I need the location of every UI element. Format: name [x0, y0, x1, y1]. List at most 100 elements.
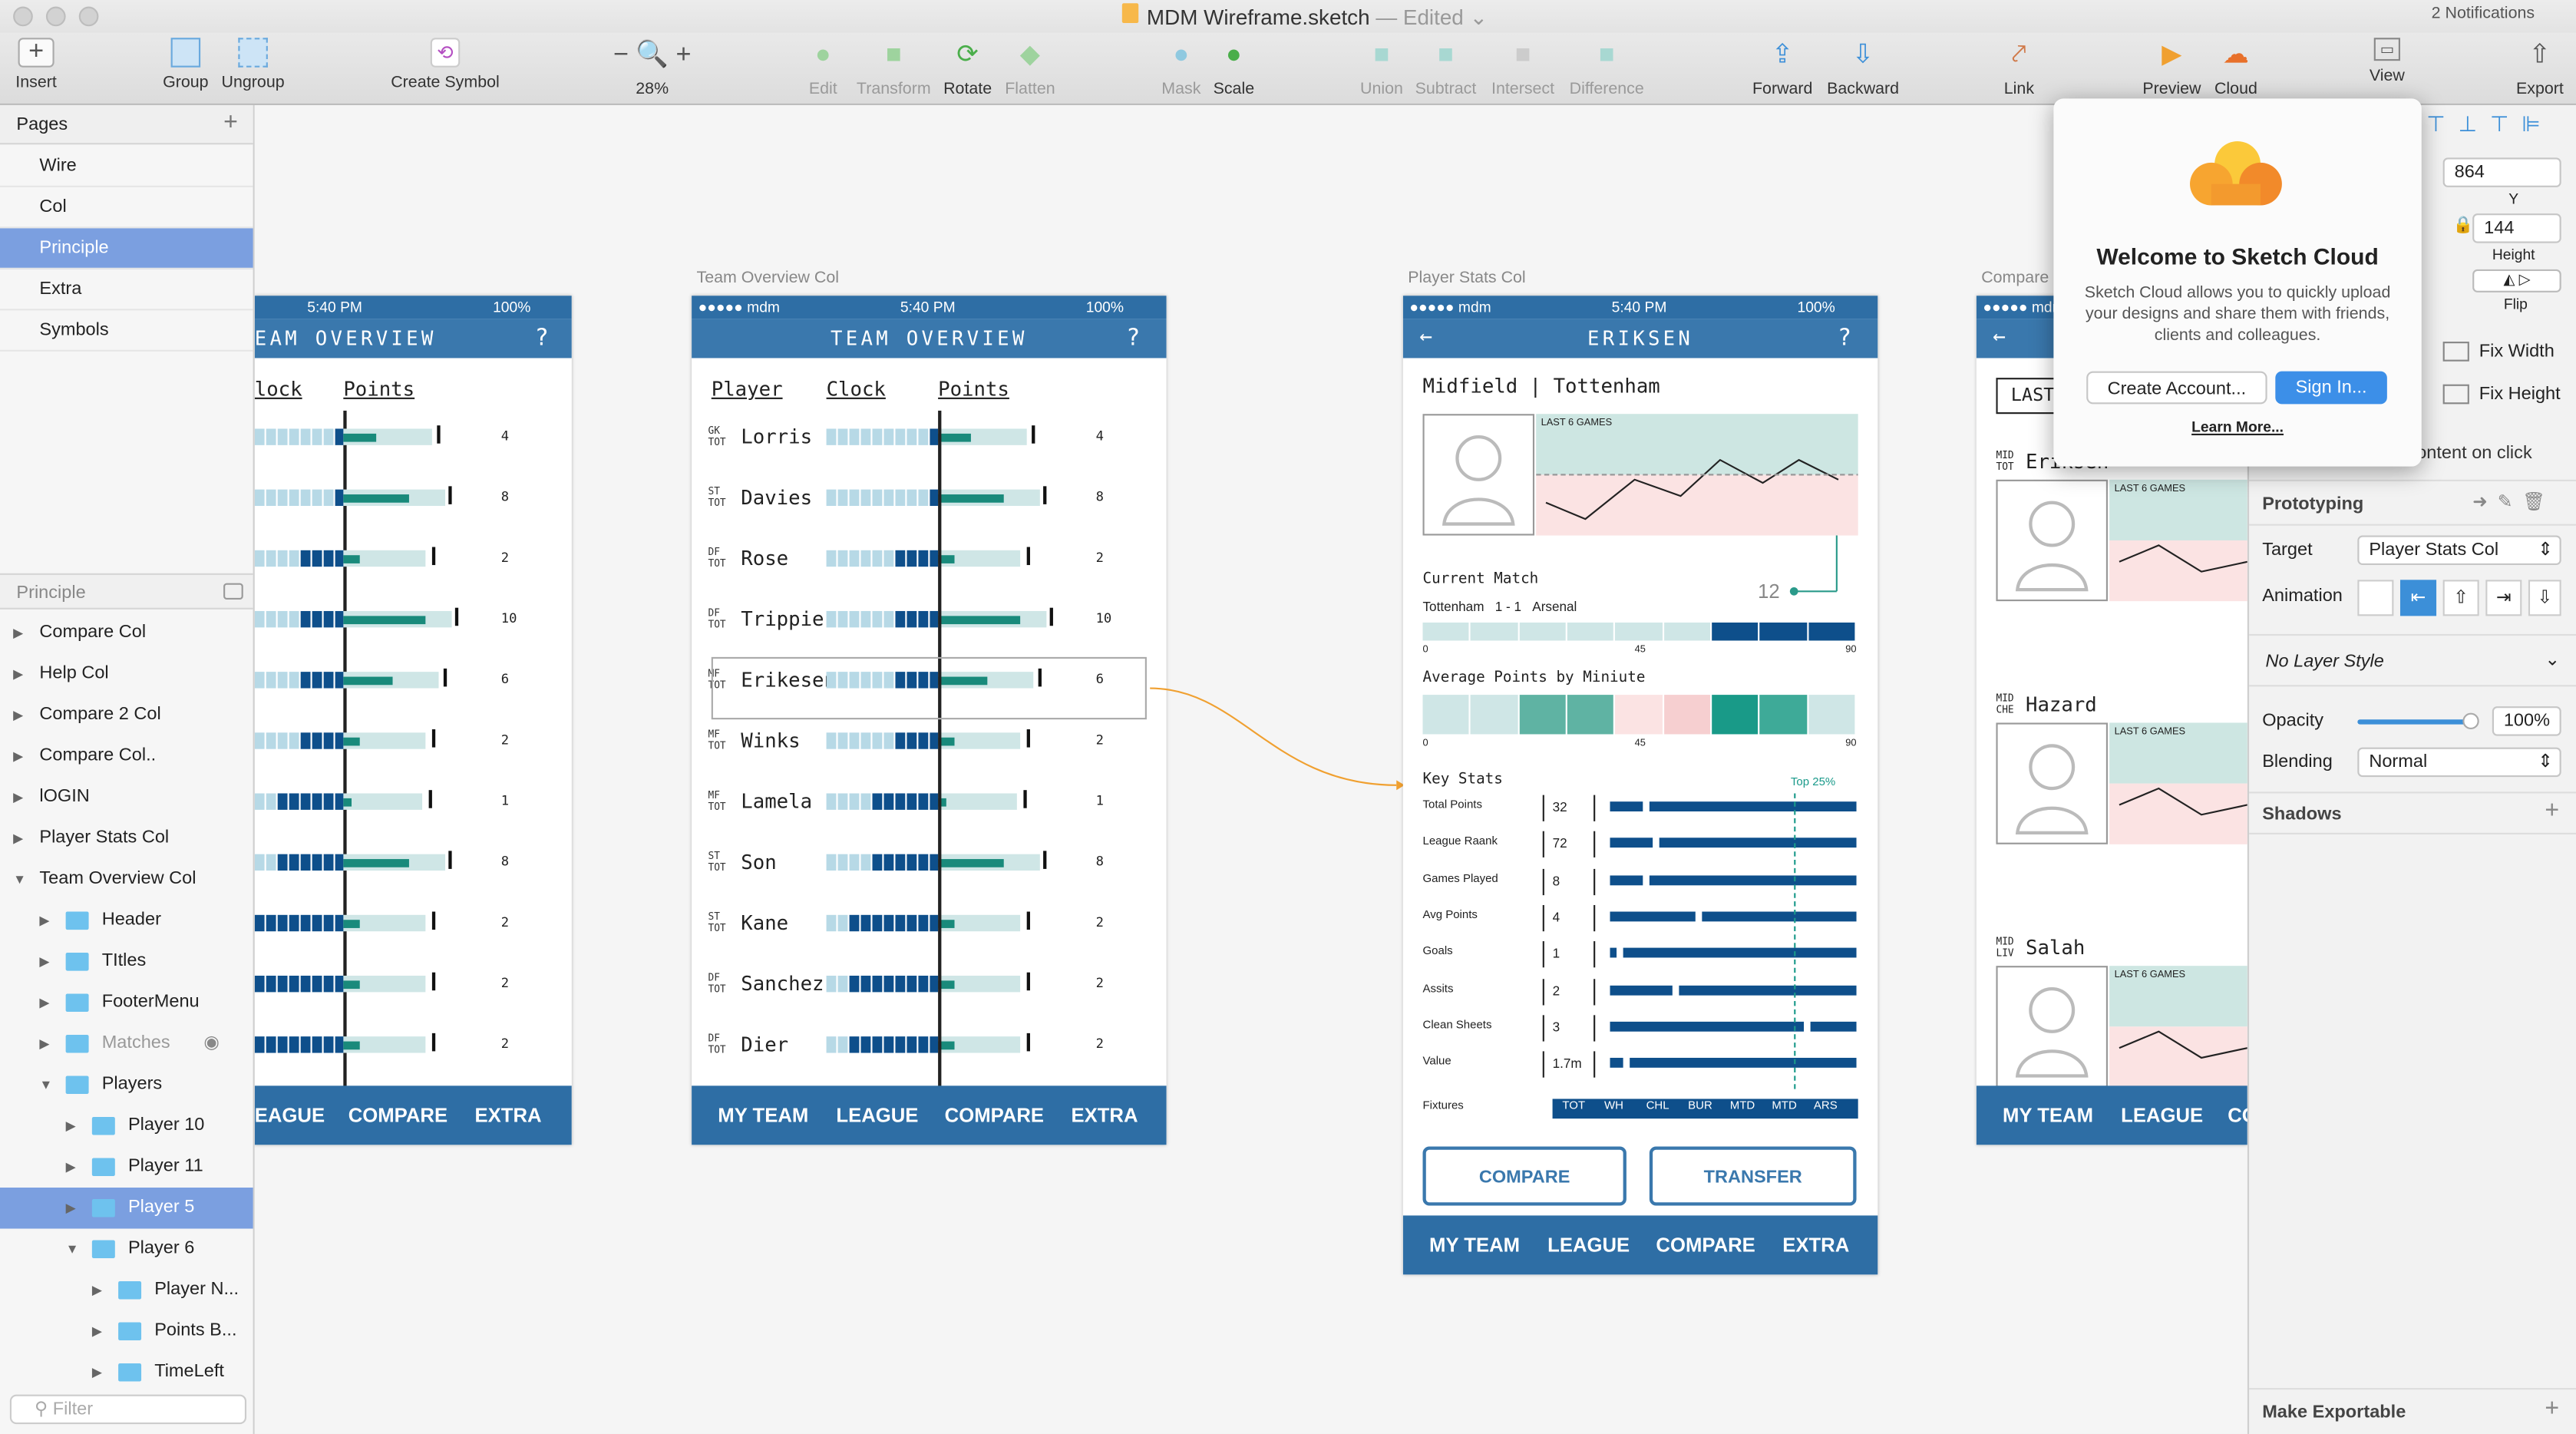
disclosure-triangle-icon[interactable]: ▶ [91, 1365, 103, 1380]
back-arrow-icon[interactable]: ← [1993, 325, 2010, 350]
table-row[interactable]: DF TOT Rose 2 [692, 536, 1167, 596]
add-shadow-icon[interactable]: + [2545, 796, 2560, 825]
align-icons[interactable]: ⊤⊥⊤⊫ [2426, 111, 2554, 137]
footer-league[interactable]: LEAGUE [836, 1103, 919, 1127]
canvas[interactable]: 5:40 PM 100% EAM OVERVIEW? lock Points 4 8… [254, 104, 2247, 1434]
layer-item[interactable]: ▶ Compare 2 Col [0, 695, 253, 735]
disclosure-triangle-icon[interactable]: ▶ [91, 1323, 103, 1339]
layer-item[interactable]: ▶ Help Col [0, 654, 253, 695]
edit-button[interactable]: ● Edit [798, 33, 847, 105]
link-button[interactable]: ⤤ Link [1998, 33, 2041, 105]
layer-item[interactable]: ▶ Compare Col.. [0, 736, 253, 777]
scale-button[interactable]: ● Scale [1209, 33, 1258, 105]
footer-extra[interactable]: EXTRA [1071, 1103, 1138, 1127]
table-row[interactable]: GK TOT Lorris 4 [692, 414, 1167, 474]
footer-extra[interactable]: EXTRA [474, 1103, 542, 1127]
disclosure-triangle-icon[interactable]: ▶ [65, 1159, 76, 1175]
footer-compare[interactable]: COMPARE [348, 1103, 448, 1127]
minimize-window-button[interactable] [45, 6, 66, 27]
view-button[interactable]: ▭ View [2363, 33, 2412, 105]
eye-icon[interactable]: ◉ [203, 1033, 220, 1053]
fix-width-option[interactable]: Fix Width [2442, 342, 2555, 362]
sign-in-button[interactable]: Sign In... [2275, 371, 2387, 405]
artboard-label-team-overview[interactable]: Team Overview Col [696, 269, 840, 288]
transfer-button[interactable]: TRANSFER [1649, 1146, 1857, 1206]
table-row[interactable]: 1 [254, 778, 572, 839]
table-row[interactable]: 4 [254, 414, 572, 474]
layer-item[interactable]: ▶ Player Stats Col [0, 818, 253, 859]
table-row[interactable]: 2 [254, 1022, 572, 1082]
filter-input[interactable]: ⚲ Filter [9, 1394, 247, 1425]
zoom-window-button[interactable] [78, 6, 99, 27]
group-button[interactable]: Group [157, 33, 213, 105]
layer-item[interactable]: ▶ Player 5 [0, 1188, 253, 1229]
list-item[interactable]: MID LIV Salah LAST 6 GAMES [1977, 930, 2247, 1145]
export-button[interactable]: ⇧ Export [2510, 33, 2569, 105]
animation-none-icon[interactable] [2357, 580, 2394, 616]
subtract-button[interactable]: ■ Subtract [1413, 33, 1479, 105]
footer-compare[interactable]: COMPARE [1656, 1233, 1755, 1257]
artboard-label-player-stats[interactable]: Player Stats Col [1408, 269, 1526, 288]
collapse-icon[interactable] [223, 583, 243, 600]
table-row[interactable]: ST TOT Kane 2 [692, 900, 1167, 961]
table-row[interactable]: 8 [254, 839, 572, 900]
layer-item[interactable]: ▶ Player 10 [0, 1105, 253, 1146]
disclosure-triangle-icon[interactable]: ▶ [13, 831, 24, 846]
disclosure-triangle-icon[interactable]: ▶ [65, 1118, 76, 1134]
artboard-team-overview[interactable]: ●●●●● mdm 5:40 PM 100% TEAM OVERVIEW? Play… [692, 296, 1167, 1145]
table-row[interactable]: ST TOT Son 8 [692, 839, 1167, 900]
table-row[interactable]: 6 [254, 657, 572, 718]
opacity-slider[interactable] [2357, 712, 2479, 730]
table-row[interactable]: 2 [254, 900, 572, 961]
disclosure-triangle-icon[interactable]: ▶ [13, 790, 24, 805]
help-button[interactable]: ? [1838, 325, 1855, 352]
prototype-action-icons[interactable]: ➜✎🗑 [2472, 492, 2556, 513]
preview-button[interactable]: ▶ Preview [2139, 33, 2205, 105]
layer-item[interactable]: ▶ Header [0, 900, 253, 941]
flatten-button[interactable]: ◆ Flatten [1000, 33, 1059, 105]
compare-button[interactable]: COMPARE [1422, 1146, 1627, 1206]
disclosure-triangle-icon[interactable]: ▶ [65, 1201, 76, 1216]
help-button[interactable]: ? [1126, 325, 1144, 352]
table-row[interactable]: 2 [254, 536, 572, 596]
footer-league[interactable]: LEAGUE [1547, 1233, 1630, 1257]
transform-button[interactable]: ■ Transform [854, 33, 933, 105]
table-row[interactable]: 10 [254, 596, 572, 657]
height-field[interactable]: 144 [2472, 213, 2561, 243]
footer-league[interactable]: EAGUE [254, 1103, 325, 1127]
column-header-points[interactable]: Points [938, 378, 1009, 401]
disclosure-triangle-icon[interactable]: ▶ [91, 1283, 103, 1298]
disclosure-triangle-icon[interactable]: ▶ [13, 666, 24, 682]
add-page-icon[interactable]: + [223, 108, 238, 137]
table-row[interactable]: MF TOT Lamela 1 [692, 778, 1167, 839]
forward-button[interactable]: ⇪ Forward [1748, 33, 1817, 105]
table-row[interactable]: 2 [254, 718, 572, 778]
flip-toggle[interactable]: ◭ ▷ [2472, 269, 2561, 292]
animation-from-top-icon[interactable]: ⇩ [2528, 580, 2561, 616]
union-button[interactable]: ■ Union [1356, 33, 1408, 105]
table-row[interactable]: MF TOT Winks 2 [692, 718, 1167, 778]
lock-icon[interactable]: 🔒 [2452, 216, 2474, 235]
table-row[interactable]: 8 [254, 474, 572, 535]
page-item[interactable]: Extra [0, 269, 253, 311]
column-header-clock[interactable]: Clock [826, 378, 886, 401]
disclosure-triangle-icon[interactable]: ▶ [13, 626, 24, 641]
layer-item[interactable]: ▶ TItles [0, 941, 253, 982]
page-item[interactable]: Col [0, 187, 253, 229]
list-item[interactable]: MIDTOTEriksenLAST 6 GAMES [1977, 444, 2247, 674]
page-item[interactable]: Wire [0, 146, 253, 187]
table-row[interactable]: MF TOT Erikesen 6 [692, 657, 1167, 718]
column-header-clock[interactable]: lock [254, 378, 302, 401]
back-arrow-icon[interactable]: ← [1419, 325, 1436, 350]
column-header-player[interactable]: Player [711, 378, 783, 401]
footer-my-team[interactable]: MY TEAM [718, 1103, 809, 1127]
fix-height-option[interactable]: Fix Height [2442, 385, 2561, 405]
footer-my-team[interactable]: MY TEAM [1429, 1233, 1521, 1257]
add-export-icon[interactable]: + [2545, 1394, 2560, 1422]
create-account-button[interactable]: Create Account... [2086, 371, 2267, 405]
layer-item[interactable]: ▶ Compare Col [0, 613, 253, 653]
opacity-slider-knob[interactable] [2462, 712, 2479, 730]
layer-item[interactable]: ▼ Player 6 [0, 1228, 253, 1269]
blending-select[interactable]: Normal ⇕ [2357, 747, 2561, 778]
disclosure-triangle-icon[interactable]: ▶ [13, 748, 24, 764]
